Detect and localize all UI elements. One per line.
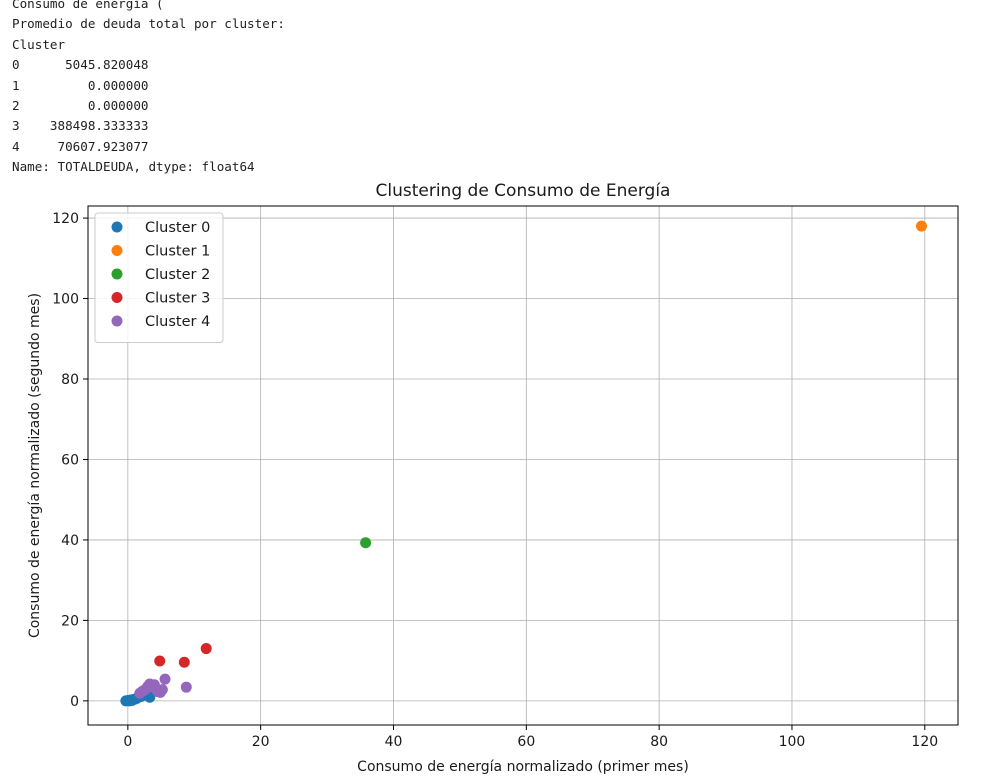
output-line: 0 5045.820048 xyxy=(12,57,149,73)
y-axis-label: Consumo de energía normalizado (segundo … xyxy=(27,293,43,638)
data-point xyxy=(200,643,212,655)
y-tick-label: 80 xyxy=(61,372,79,388)
data-point xyxy=(178,656,190,668)
x-tick-label: 60 xyxy=(517,734,535,750)
axes-frame xyxy=(87,205,959,726)
chart-title: Clustering de Consumo de Energía xyxy=(376,181,671,201)
y-tick-label: 120 xyxy=(52,211,79,227)
y-tick-label: 100 xyxy=(52,292,79,308)
output-line: Cluster xyxy=(12,36,66,52)
data-point xyxy=(915,220,927,232)
y-tick-label: 60 xyxy=(61,452,79,468)
data-point xyxy=(159,673,171,685)
x-tick-label: 100 xyxy=(779,734,806,750)
legend-marker xyxy=(111,268,123,280)
legend-label: Cluster 2 xyxy=(145,267,210,283)
data-point xyxy=(156,684,168,696)
legend-label: Cluster 4 xyxy=(145,314,210,330)
y-tick-label: 0 xyxy=(70,694,79,710)
data-point xyxy=(180,681,192,693)
legend-marker xyxy=(111,221,123,233)
scatter-chart: 0 20 40 60 80 100 120 0 20 40 60 80 100 120 Clustering… xyxy=(27,181,959,775)
output-line: 1 0.000000 xyxy=(12,77,149,93)
output-line: Name: TOTALDEUDA, dtype: float64 xyxy=(12,159,255,175)
legend-marker xyxy=(111,245,123,256)
x-tick-label: 120 xyxy=(911,734,938,750)
output-line: 3 388498.333333 xyxy=(12,118,149,134)
output-line: Promedio de deuda total por cluster: xyxy=(12,16,285,32)
output-line: 2 0.000000 xyxy=(12,98,149,114)
cell-output-text: Consumo de energía ( Promedio de deuda to… xyxy=(12,0,285,178)
x-axis-label: Consumo de energía normalizado (primer m… xyxy=(357,759,689,775)
output-line: Consumo de energía ( xyxy=(12,0,164,11)
legend-label: Cluster 0 xyxy=(145,220,210,236)
x-tick-label: 0 xyxy=(123,734,132,750)
legend-marker xyxy=(111,292,123,303)
legend-label: Cluster 3 xyxy=(145,291,210,307)
x-tick-label: 20 xyxy=(252,734,270,750)
legend-label: Cluster 1 xyxy=(145,244,210,260)
legend-box xyxy=(94,212,224,343)
legend-marker xyxy=(111,315,123,327)
x-tick-label: 80 xyxy=(650,734,668,750)
y-tick-label: 20 xyxy=(61,613,79,629)
output-line: 4 70607.923077 xyxy=(12,138,149,154)
y-tick-label: 40 xyxy=(61,533,79,549)
x-tick-label: 40 xyxy=(385,734,403,750)
data-point xyxy=(154,655,166,667)
data-point xyxy=(360,537,372,549)
